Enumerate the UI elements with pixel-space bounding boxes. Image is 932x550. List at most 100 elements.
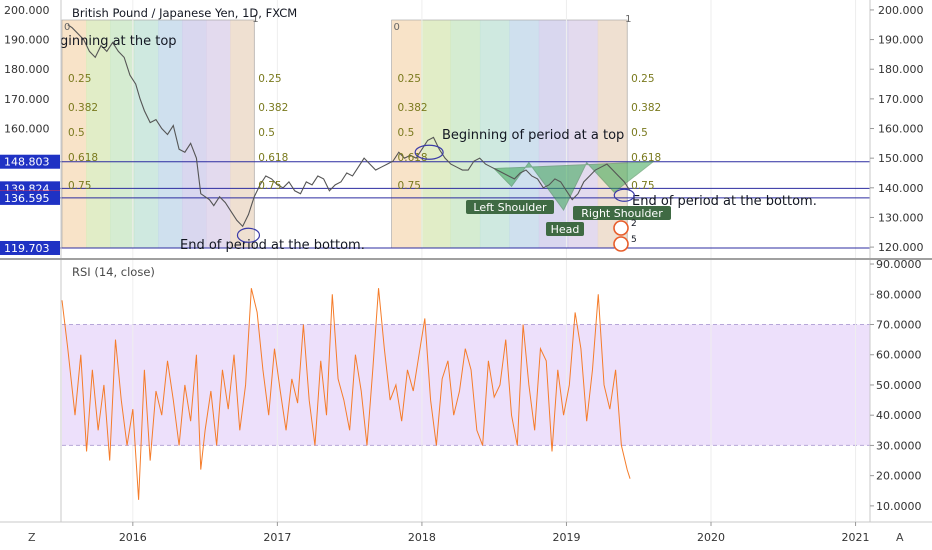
price-tick-label: 120.000: [878, 241, 924, 254]
pattern-badge: [573, 206, 671, 220]
pattern-label: Head: [551, 223, 580, 236]
fib-level-label-right: 0.5: [631, 127, 648, 139]
rsi-tick-label: 10.0000: [876, 500, 922, 513]
fib-level-label-right: 0.618: [258, 152, 288, 164]
price-axis-panel: [870, 0, 932, 550]
fib-level-label: 0.5: [398, 127, 415, 139]
price-tick-label: 160.000: [878, 123, 924, 136]
pattern-label: Left Shoulder: [473, 201, 547, 214]
time-tick-label: 2021: [842, 531, 870, 544]
rsi-band-group: [62, 323, 870, 446]
rsi-title[interactable]: RSI (14, close): [72, 265, 155, 279]
fib-level-label-right: 0.5: [258, 127, 275, 139]
annotation-end-period-bottom-right: End of period at the bottom.: [632, 194, 817, 209]
price-axis[interactable]: 200.000 190.000 180.000 170.000 160.000 150.0…: [870, 4, 924, 254]
price-tick-label: 150.000: [878, 152, 924, 165]
price-highlight-label: 119.703: [4, 242, 50, 255]
rsi-series: [61, 288, 631, 500]
left-price-label: 180.000: [4, 63, 50, 76]
left-price-label: 160.000: [4, 123, 50, 136]
rsi-tick-label: 20.0000: [876, 470, 922, 483]
price-tick-label: 200.000: [878, 4, 924, 17]
price-tick-label: 130.000: [878, 211, 924, 224]
fib-zones: [61, 19, 628, 249]
fib-level-label-right: 0.75: [258, 180, 281, 192]
fib-zone: [62, 20, 87, 248]
pattern-shape: [493, 161, 655, 212]
bottom-marker-ellipse-2: [613, 188, 635, 202]
event-count: 2: [631, 219, 637, 229]
fib-level-label: 0.382: [398, 102, 428, 114]
fib-level-label: 0.5: [68, 127, 85, 139]
head-shoulders-pattern: [493, 161, 655, 212]
fib-level-label-right: 0.25: [631, 73, 654, 85]
price-tick-label: 180.000: [878, 63, 924, 76]
price-tick-label: 190.000: [878, 34, 924, 47]
fib-level-label-right: 0.75: [631, 180, 654, 192]
rsi-axis[interactable]: 90.0000 80.0000 70.0000 60.0000 50.0000 40.00…: [870, 258, 922, 513]
rsi-tick-label: 60.0000: [876, 349, 922, 362]
time-tick-label: 2016: [119, 531, 147, 544]
pattern-label: Right Shoulder: [581, 207, 663, 220]
fib-zone: [391, 20, 422, 248]
annotations: ginning at the top Beginning of period a…: [60, 34, 817, 253]
rsi-tick-label: 70.0000: [876, 318, 922, 331]
event-icon[interactable]: [613, 236, 629, 252]
fib-zero-label: 0: [64, 22, 70, 33]
fib-level-label: 0.618: [398, 152, 428, 164]
price-line: [67, 24, 631, 228]
event-icon[interactable]: [613, 220, 629, 236]
fib-labels: 0.25 0.25 0.382 0.382 0.5 0.5 0.618 0.618 0.75 0.…: [64, 14, 661, 192]
fib-zone: [421, 20, 451, 248]
fib-level-label: 0.382: [68, 102, 98, 114]
rsi-tick-label: 30.0000: [876, 439, 922, 452]
fib-level-label: 0.25: [68, 73, 91, 85]
fib-level-label-right: 0.382: [258, 102, 288, 114]
pattern-badge: [546, 222, 584, 236]
fib-level-label: 0.75: [398, 180, 421, 192]
left-price-label: 200.000: [4, 4, 50, 17]
fib-level-label: 0.75: [68, 180, 91, 192]
annotation-beginning-period-top: Beginning of period at a top: [442, 128, 624, 143]
fib-level-label: 0.618: [68, 152, 98, 164]
fib-zone: [158, 20, 183, 248]
price-highlight-label: 148.803: [4, 156, 50, 169]
rsi-tick-label: 90.0000: [876, 258, 922, 271]
grid: [132, 0, 857, 522]
fib-level-label: 0.25: [398, 73, 421, 85]
rsi-tick-label: 50.0000: [876, 379, 922, 392]
time-axis[interactable]: 2016 2017 2018 2019 2020 2021: [119, 522, 870, 544]
symbol-title[interactable]: British Pound / Japanese Yen, 1D, FXCM: [72, 6, 297, 20]
time-tick-label: 2018: [408, 531, 436, 544]
fib-zone: [230, 20, 255, 248]
price-tick-label: 170.000: [878, 93, 924, 106]
fib-zone: [86, 20, 111, 248]
auto-scale-button[interactable]: A: [896, 531, 904, 544]
time-axis-panel: [0, 522, 932, 550]
top-marker-ellipse: [414, 144, 444, 160]
rsi-tick-label: 80.0000: [876, 288, 922, 301]
time-tick-label: 2017: [263, 531, 291, 544]
fib-zone: [134, 20, 159, 248]
rsi-band: [62, 324, 870, 446]
event-count: 5: [631, 235, 637, 245]
fib-zone: [206, 20, 231, 248]
bottom-marker-ellipse: [236, 227, 261, 243]
fib-level-label-right: 0.25: [258, 73, 281, 85]
fib-zero-label: 0: [394, 22, 400, 33]
rsi-tick-label: 40.0000: [876, 409, 922, 422]
timezone-button-left[interactable]: Z: [28, 531, 36, 544]
fib-one-label: 1: [252, 14, 258, 25]
price-highlight-tag: [0, 154, 60, 169]
fib-one-label: 1: [625, 14, 631, 25]
left-price-labels: 200.000 190.000 180.000 170.000 160.000 148.8…: [0, 0, 62, 522]
left-price-label: 170.000: [4, 93, 50, 106]
price-highlight-tag: [0, 240, 60, 255]
pattern-badge: [466, 200, 554, 214]
fib-zone: [110, 20, 135, 248]
fib-level-label-right: 0.382: [631, 102, 661, 114]
price-series: [67, 24, 631, 228]
price-tick-label: 140.000: [878, 182, 924, 195]
